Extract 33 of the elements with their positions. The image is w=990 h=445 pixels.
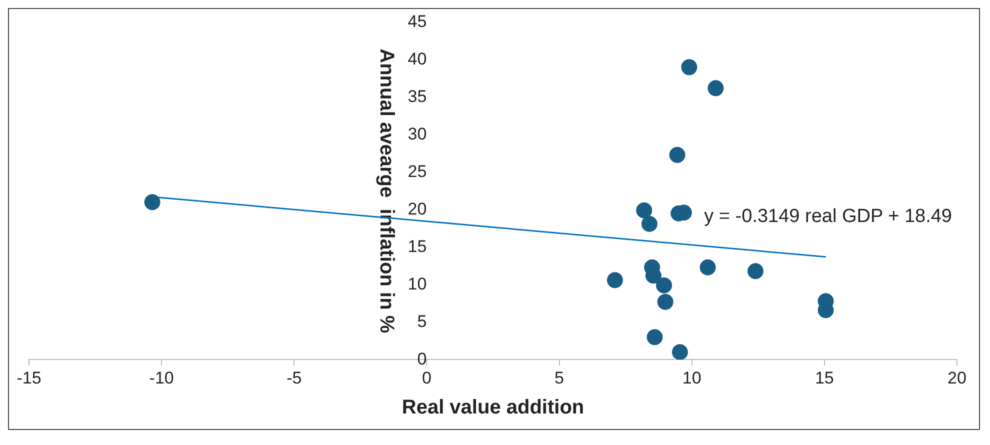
- point: [672, 344, 688, 360]
- y-tick-label: 15: [408, 236, 427, 256]
- y-tick-label: 25: [408, 162, 427, 181]
- x-tick-label: -15: [16, 368, 42, 388]
- x-tick-label: 15: [814, 368, 834, 388]
- point: [681, 59, 698, 76]
- point: [657, 294, 674, 310]
- point: [641, 216, 658, 232]
- x-tick-label: 10: [682, 368, 702, 388]
- x-tick-label: -10: [149, 368, 174, 388]
- point: [747, 263, 764, 280]
- y-tick-label: 30: [408, 124, 427, 144]
- x-tick-label: 20: [948, 368, 966, 388]
- point: [669, 146, 686, 163]
- y-tick-label: 40: [408, 49, 427, 68]
- x-axis-title: Real value addition: [402, 396, 584, 419]
- y-tick-label: 20: [408, 199, 427, 218]
- y-tick-label: 5: [417, 312, 427, 331]
- y-tick-label: 45: [408, 12, 427, 31]
- x-tick-label: 5: [554, 368, 564, 388]
- point: [700, 259, 716, 276]
- point: [144, 194, 160, 210]
- y-axis-title: Annual avearge inflation in %: [375, 48, 398, 334]
- y-tick-label: 10: [408, 274, 427, 294]
- point: [656, 277, 672, 294]
- y-tick-label: 35: [408, 86, 427, 106]
- point: [708, 80, 724, 96]
- point: [606, 272, 623, 288]
- annotation: y = -0.3149 real GDP + 18.49: [704, 206, 952, 228]
- point: [636, 202, 652, 218]
- x-tick-label: -5: [286, 368, 302, 388]
- y-tick-label: 0: [417, 349, 427, 368]
- point: [646, 329, 663, 346]
